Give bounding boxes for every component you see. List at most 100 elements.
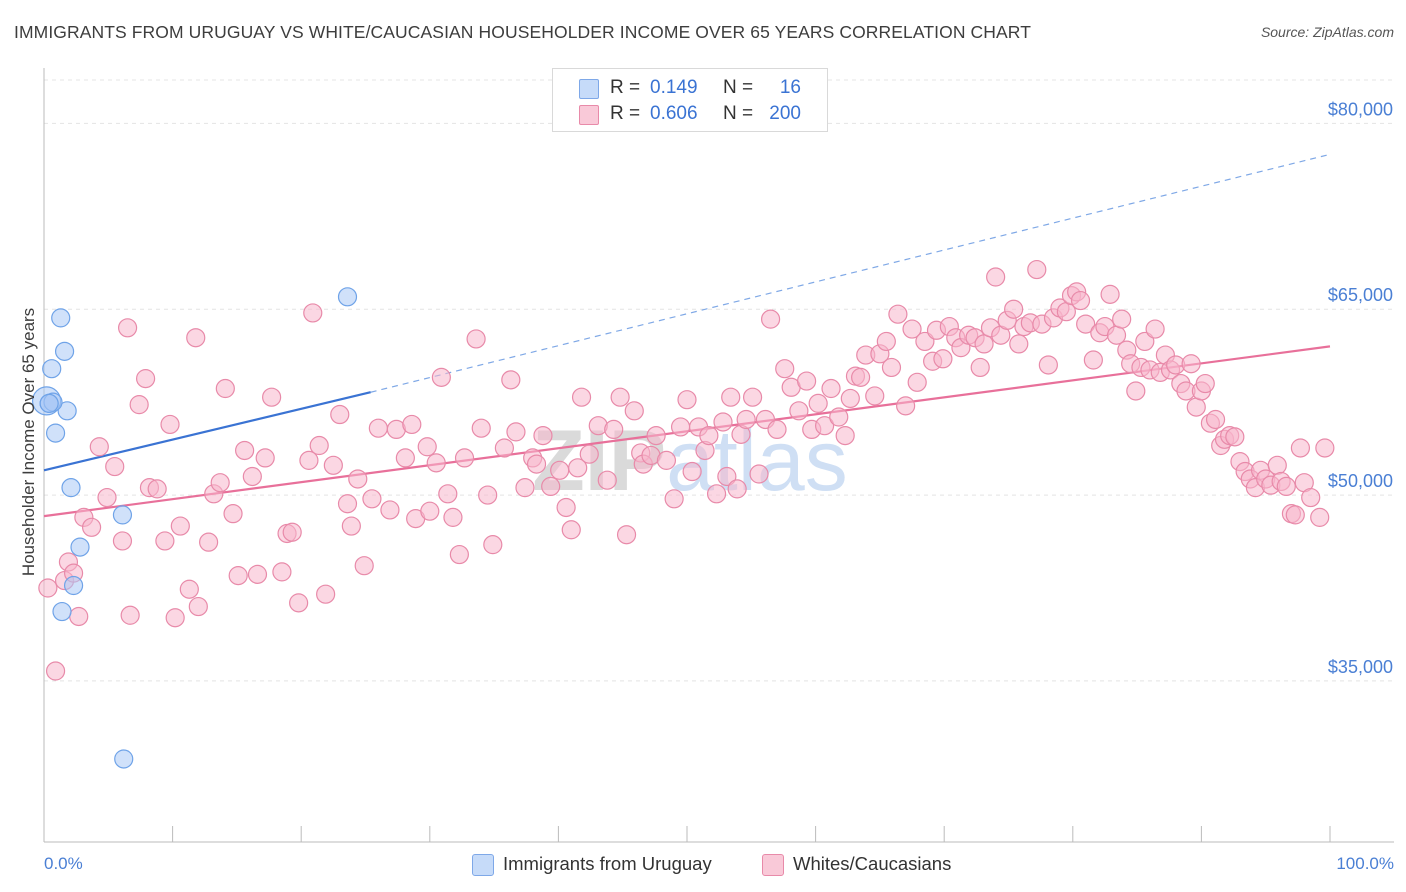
point-whites xyxy=(501,370,521,390)
point-whites xyxy=(1027,259,1047,280)
point-uruguay xyxy=(61,478,81,498)
point-uruguay xyxy=(45,423,66,443)
point-whites xyxy=(155,531,175,551)
point-whites xyxy=(865,386,885,406)
point-whites xyxy=(1009,334,1029,354)
point-whites xyxy=(431,367,451,387)
point-uruguay xyxy=(42,359,62,379)
point-whites xyxy=(272,562,292,582)
point-whites xyxy=(604,419,624,440)
point-whites xyxy=(210,473,230,493)
point-whites xyxy=(624,401,644,421)
point-whites xyxy=(1004,299,1024,319)
legend-n-value: 16 xyxy=(779,77,801,98)
point-whites xyxy=(483,535,503,555)
point-whites xyxy=(494,438,514,458)
bottom-legend-label-uruguay: Immigrants from Uruguay xyxy=(503,853,712,874)
legend-r-label: R = xyxy=(610,103,641,124)
point-whites xyxy=(556,497,576,518)
point-whites xyxy=(736,409,756,430)
point-whites xyxy=(289,593,309,613)
point-whites xyxy=(1135,331,1155,352)
point-whites xyxy=(1145,319,1165,339)
legend-swatch-whites xyxy=(579,105,599,125)
point-whites xyxy=(541,476,561,496)
point-whites xyxy=(449,544,469,565)
y-tick-label: $35,000 xyxy=(1328,657,1393,677)
point-whites xyxy=(840,388,860,409)
point-whites xyxy=(362,489,382,509)
point-whites xyxy=(760,309,781,329)
point-whites xyxy=(402,414,422,435)
point-whites xyxy=(789,401,809,421)
point-whites xyxy=(664,489,684,509)
point-whites xyxy=(188,596,208,617)
point-whites xyxy=(1267,455,1287,475)
point-whites xyxy=(303,303,323,323)
legend-n-label: N = xyxy=(723,77,754,98)
point-whites xyxy=(323,455,343,475)
point-uruguay xyxy=(39,393,59,413)
point-whites xyxy=(1070,290,1091,311)
point-whites xyxy=(706,484,727,504)
point-whites xyxy=(682,461,702,482)
point-whites xyxy=(426,453,446,473)
point-whites xyxy=(309,435,329,456)
point-whites xyxy=(478,485,498,505)
point-whites xyxy=(749,464,769,484)
point-whites xyxy=(808,393,828,413)
point-whites xyxy=(255,448,275,468)
point-whites xyxy=(330,404,350,425)
point-whites xyxy=(160,414,180,435)
point-whites xyxy=(717,466,737,487)
point-whites xyxy=(228,566,248,586)
point-whites xyxy=(81,517,102,537)
point-uruguay xyxy=(337,287,358,307)
point-whites xyxy=(721,387,741,407)
source-label: Source: ZipAtlas.com xyxy=(1260,24,1394,40)
point-whites xyxy=(646,426,666,446)
legend-n-label: N = xyxy=(723,103,754,124)
chart-title: IMMIGRANTS FROM URUGUAY VS WHITE/CAUCASI… xyxy=(14,22,1031,42)
point-whites xyxy=(907,372,927,392)
point-whites xyxy=(471,418,491,438)
point-whites xyxy=(135,369,156,389)
point-whites xyxy=(97,487,117,508)
legend-n-value: 200 xyxy=(769,103,801,124)
point-whites xyxy=(1225,427,1245,447)
point-whites xyxy=(933,349,953,369)
point-whites xyxy=(1181,354,1201,374)
point-whites xyxy=(656,450,677,470)
point-whites xyxy=(235,440,255,461)
point-uruguay xyxy=(112,505,133,525)
point-whites xyxy=(417,437,437,457)
point-whites xyxy=(821,378,841,399)
legend-r-value: 0.606 xyxy=(650,103,698,124)
point-whites xyxy=(835,426,855,446)
legend-row-uruguay: R = 0.149 N = 16 xyxy=(553,75,827,101)
point-whites xyxy=(986,267,1006,287)
point-whites xyxy=(526,454,547,474)
x-tick-label-left: 0.0% xyxy=(44,854,83,873)
point-whites xyxy=(299,450,319,470)
point-whites xyxy=(1083,350,1103,370)
point-whites xyxy=(579,444,599,464)
point-whites xyxy=(1038,355,1058,375)
y-tick-label: $65,000 xyxy=(1328,285,1393,305)
point-whites xyxy=(368,418,388,438)
point-whites xyxy=(881,357,902,378)
point-uruguay xyxy=(51,308,71,328)
point-uruguay xyxy=(54,341,75,361)
point-whites xyxy=(1276,476,1296,496)
point-whites xyxy=(348,469,368,489)
point-whites xyxy=(129,395,149,415)
point-uruguay xyxy=(63,575,84,596)
point-whites xyxy=(1315,438,1335,458)
grid-lines xyxy=(44,79,1394,682)
point-whites xyxy=(876,331,896,352)
point-whites xyxy=(38,578,58,598)
y-tick-label: $80,000 xyxy=(1328,99,1393,119)
point-whites xyxy=(165,608,185,628)
point-whites xyxy=(120,605,140,625)
point-whites xyxy=(179,579,199,599)
